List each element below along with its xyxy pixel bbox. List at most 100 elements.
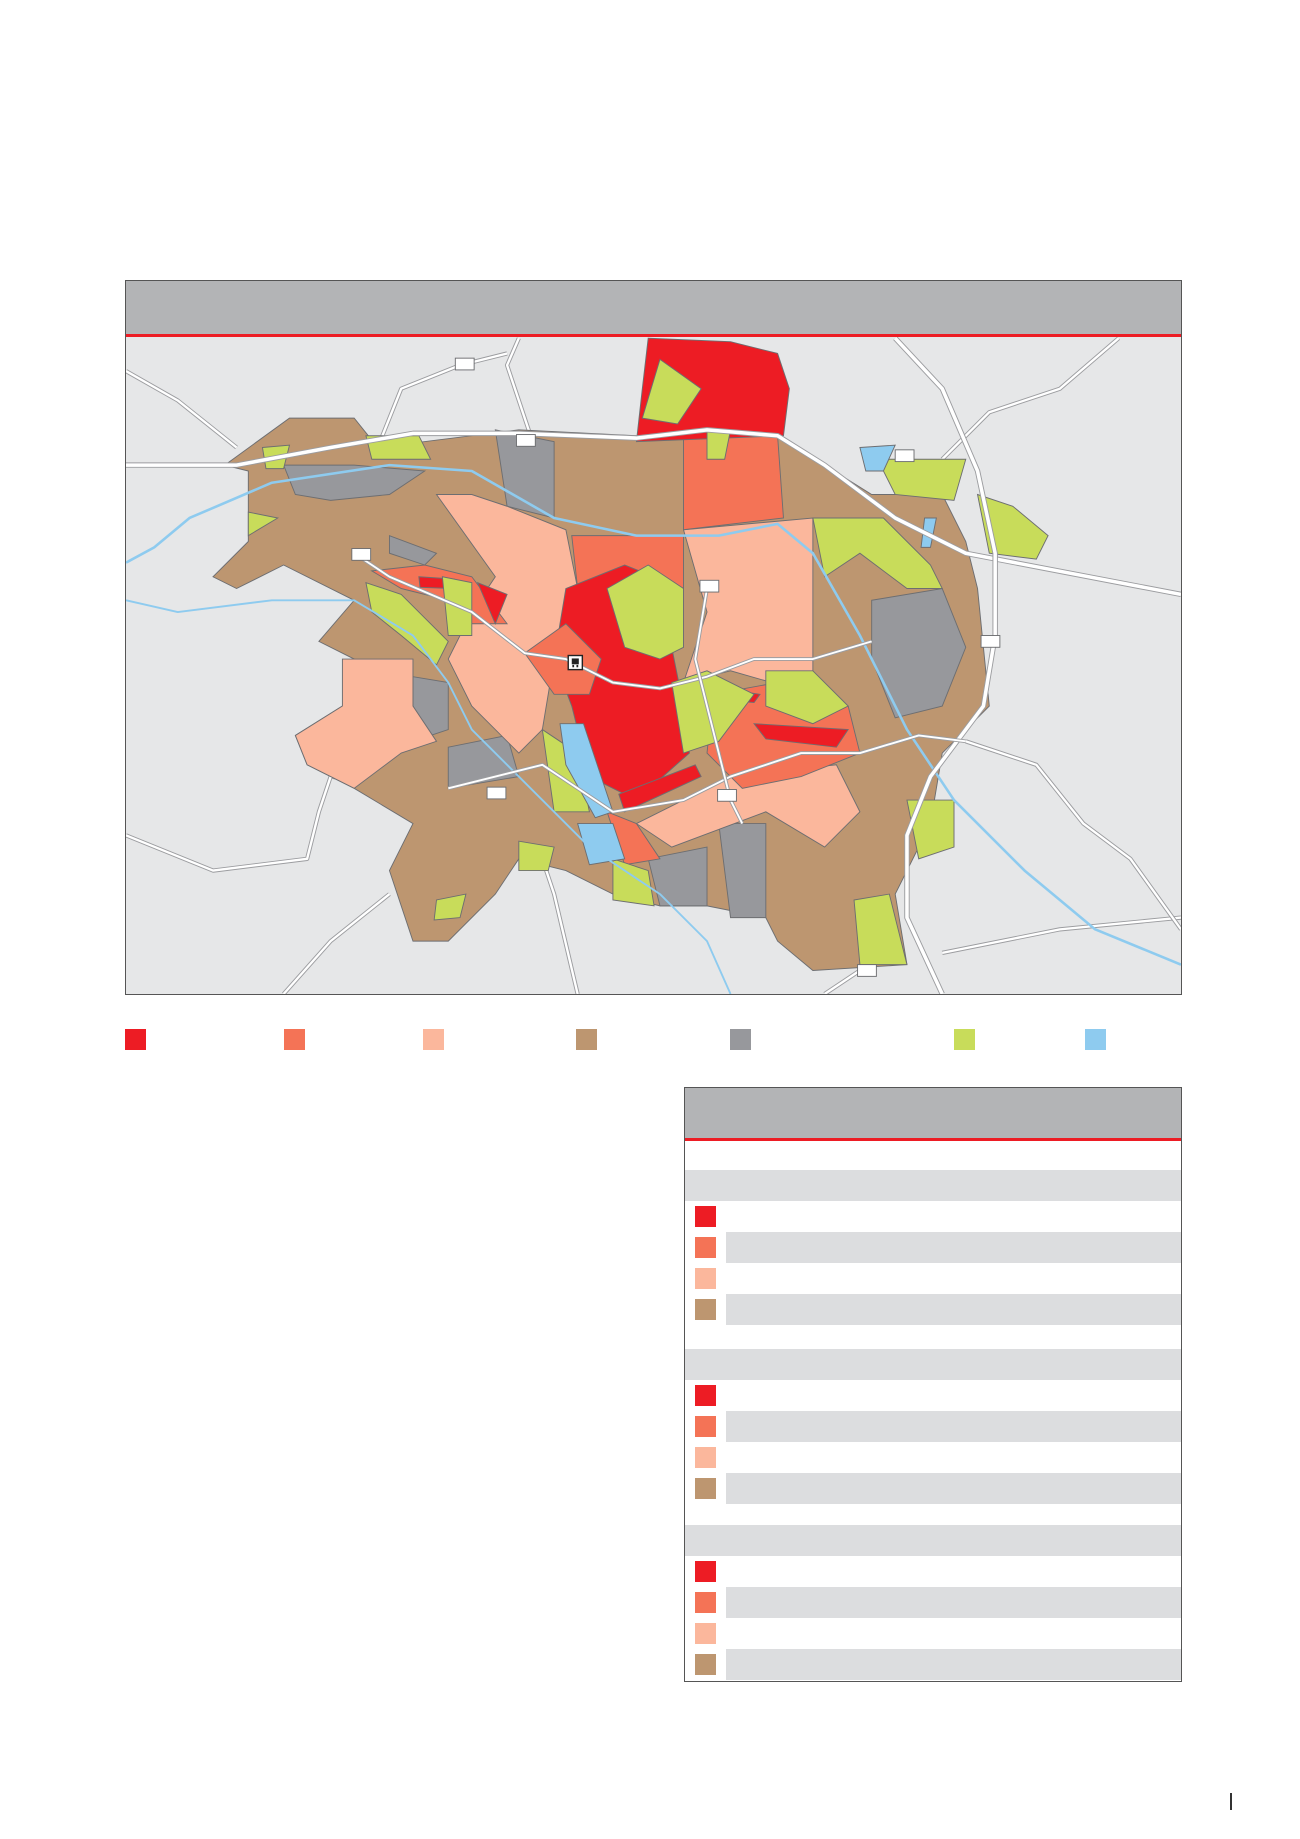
green-area[interactable] (876, 458, 967, 501)
road-number-shield-icon (454, 357, 475, 371)
table-row (685, 1232, 1181, 1263)
row-stripe (726, 1263, 1181, 1294)
motorway (126, 428, 1181, 597)
row-color-swatch (695, 1206, 716, 1227)
row-color-swatch (695, 1561, 716, 1582)
row-color-swatch (695, 1299, 716, 1320)
road (376, 352, 508, 448)
train-station-icon[interactable] (567, 654, 584, 671)
green-area[interactable] (247, 511, 280, 537)
road (941, 337, 1120, 461)
district-orange[interactable] (683, 435, 784, 531)
row-color-swatch (695, 1268, 716, 1289)
row-color-swatch (695, 1654, 716, 1675)
road-number-shield-icon (516, 434, 536, 447)
district-gray[interactable] (647, 846, 708, 907)
river (126, 599, 732, 994)
district-salmon[interactable] (635, 764, 861, 848)
row-color-swatch (695, 1237, 716, 1258)
road-number-shield-icon (717, 789, 737, 802)
green-area[interactable] (765, 670, 849, 725)
legend-swatch (284, 1029, 305, 1050)
city-map[interactable] (126, 337, 1181, 994)
road (823, 969, 861, 994)
road-number-shield-icon (980, 635, 1001, 648)
row-color-swatch (695, 1623, 716, 1644)
table-row (685, 1473, 1181, 1504)
table-section-header (685, 1349, 1181, 1380)
green-area[interactable] (853, 893, 908, 966)
map-panel (125, 280, 1182, 995)
district-gray[interactable] (282, 464, 427, 501)
legend-swatch (125, 1029, 146, 1050)
table-section-header (685, 1525, 1181, 1556)
map-header (126, 281, 1181, 337)
green-area[interactable] (812, 517, 944, 589)
table-row (685, 1556, 1181, 1587)
road-outline (504, 337, 533, 437)
road (282, 893, 391, 994)
road-number-shield-icon (857, 964, 877, 977)
table-row (685, 1411, 1181, 1442)
page-number-divider (1230, 1793, 1232, 1810)
district-salmon[interactable] (294, 658, 438, 789)
water-body[interactable] (577, 823, 626, 866)
legend-swatch (576, 1029, 597, 1050)
row-color-swatch (695, 1416, 716, 1437)
district-red[interactable] (476, 581, 508, 626)
green-area[interactable] (433, 893, 467, 921)
road-number-shield-icon (486, 786, 507, 800)
green-area[interactable] (671, 670, 755, 754)
legend-swatch (954, 1029, 975, 1050)
row-stripe (726, 1442, 1181, 1473)
district-red[interactable] (618, 764, 702, 813)
district-gray[interactable] (718, 823, 767, 919)
row-stripe (726, 1473, 1181, 1504)
road (353, 552, 872, 690)
data-table (684, 1087, 1182, 1682)
table-row (685, 1201, 1181, 1232)
green-area[interactable] (365, 581, 449, 666)
green-area[interactable] (518, 840, 555, 872)
water-body[interactable] (859, 444, 896, 472)
river (126, 463, 1181, 966)
road-outline (282, 892, 391, 994)
legend-swatch (423, 1029, 444, 1050)
road (942, 916, 1181, 955)
row-stripe (726, 1294, 1181, 1325)
green-area[interactable] (641, 358, 702, 425)
table-section-header (685, 1170, 1181, 1201)
row-stripe (726, 1411, 1181, 1442)
table-row (685, 1649, 1181, 1680)
row-color-swatch (695, 1385, 716, 1406)
road (505, 337, 532, 437)
table-row (685, 1263, 1181, 1294)
road-outline (126, 369, 238, 450)
road (126, 370, 238, 449)
table-row (685, 1294, 1181, 1325)
table-row (685, 1380, 1181, 1411)
motorway (893, 337, 997, 994)
green-area[interactable] (606, 564, 684, 660)
road (965, 740, 1181, 931)
row-color-swatch (695, 1478, 716, 1499)
row-stripe (726, 1556, 1181, 1587)
legend-swatch (730, 1029, 751, 1050)
road-outline (965, 739, 1181, 931)
green-area[interactable] (906, 799, 955, 860)
water-body[interactable] (559, 723, 614, 819)
table-header (685, 1088, 1181, 1141)
table-row (685, 1618, 1181, 1649)
road-number-shield-icon (351, 548, 372, 561)
row-color-swatch (695, 1447, 716, 1468)
road-number-shield-icon (699, 579, 720, 593)
road-outline (941, 915, 1181, 955)
district-red[interactable] (753, 723, 849, 748)
road (448, 734, 966, 813)
row-stripe (726, 1201, 1181, 1232)
row-stripe (726, 1380, 1181, 1411)
legend-swatch (1085, 1029, 1106, 1050)
table-row (685, 1587, 1181, 1618)
table-row (685, 1442, 1181, 1473)
row-color-swatch (695, 1592, 716, 1613)
